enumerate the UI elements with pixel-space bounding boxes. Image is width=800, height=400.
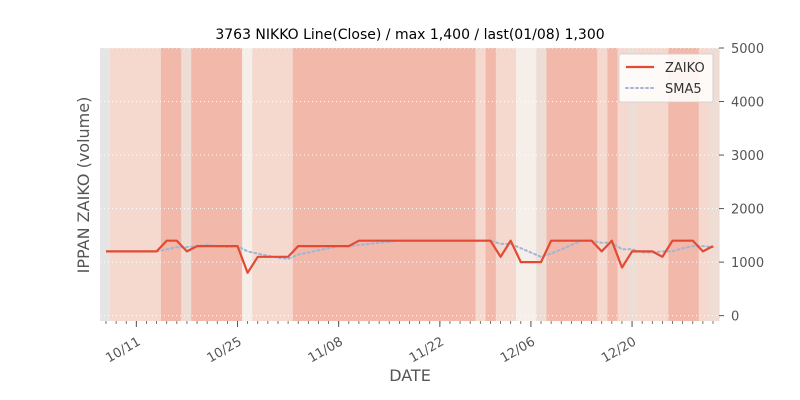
background-band xyxy=(231,48,243,321)
background-band xyxy=(353,48,365,321)
background-band xyxy=(648,48,659,321)
zaiko-line xyxy=(106,239,714,274)
x-axis: 10/11 10/25 11/08 11/22 12/06 12/20 xyxy=(103,321,714,366)
x-tick-label: 10/25 xyxy=(205,334,245,366)
background-band xyxy=(455,48,466,321)
x-tick-label: 11/08 xyxy=(306,334,346,366)
y-tick-label: 4000 xyxy=(731,96,764,111)
background-band xyxy=(404,48,416,321)
y-tick-label: 1000 xyxy=(731,256,764,271)
background-band xyxy=(191,48,202,321)
background-band xyxy=(485,48,497,321)
background-band xyxy=(658,48,669,321)
background-band xyxy=(130,48,142,321)
background-band xyxy=(394,48,405,321)
background-band xyxy=(627,48,639,321)
background-band xyxy=(171,48,182,321)
y-tick-label: 5000 xyxy=(731,42,764,57)
background-band xyxy=(505,48,517,321)
legend-zaiko-label: ZAIKO xyxy=(665,61,705,76)
background-bands xyxy=(100,48,720,321)
background-band xyxy=(516,48,527,321)
background-band xyxy=(252,48,263,321)
background-band xyxy=(465,48,476,321)
background-band xyxy=(303,48,314,321)
background-band xyxy=(242,48,253,321)
background-band xyxy=(333,48,345,321)
background-band xyxy=(617,48,629,321)
legend-sma5-label: SMA5 xyxy=(665,82,702,97)
zaiko-series xyxy=(106,239,714,274)
background-band xyxy=(556,48,568,321)
x-tick-label: 11/22 xyxy=(407,334,447,366)
background-band xyxy=(150,48,162,321)
background-band xyxy=(536,48,547,321)
background-band xyxy=(384,48,395,321)
background-band xyxy=(374,48,385,321)
background-band xyxy=(110,48,121,321)
background-band xyxy=(262,48,274,321)
background-band xyxy=(211,48,223,321)
y-tick-label: 3000 xyxy=(731,149,764,164)
background-band xyxy=(120,48,131,321)
background-band xyxy=(708,48,720,321)
background-band xyxy=(424,48,436,321)
background-band xyxy=(475,48,487,321)
background-band xyxy=(160,48,172,321)
x-tick-label: 10/11 xyxy=(103,334,143,366)
background-band xyxy=(282,48,294,321)
background-band xyxy=(323,48,334,321)
x-tick-label: 12/06 xyxy=(498,334,538,366)
background-band xyxy=(698,48,710,321)
y-tick-label: 0 xyxy=(731,310,739,325)
background-band xyxy=(566,48,578,321)
background-band xyxy=(495,48,507,321)
background-band xyxy=(597,48,608,321)
background-band xyxy=(201,48,213,321)
y-tick-label: 2000 xyxy=(731,203,764,218)
background-band xyxy=(313,48,324,321)
background-band xyxy=(434,48,446,321)
background-band xyxy=(668,48,679,321)
background-band xyxy=(637,48,649,321)
background-band xyxy=(363,48,375,321)
background-band xyxy=(140,48,152,321)
background-band xyxy=(181,48,192,321)
y-axis: 0 1000 2000 3000 4000 5000 xyxy=(719,42,764,325)
background-band xyxy=(678,48,690,321)
background-band xyxy=(221,48,233,321)
background-band xyxy=(688,48,700,321)
chart-title: 3763 NIKKO Line(Close) / max 1,400 / las… xyxy=(215,27,604,43)
x-tick-label: 12/20 xyxy=(599,334,639,366)
background-band xyxy=(343,48,355,321)
background-band xyxy=(607,48,619,321)
background-band xyxy=(292,48,304,321)
background-band xyxy=(576,48,588,321)
background-band xyxy=(546,48,558,321)
background-band xyxy=(414,48,426,321)
background-band xyxy=(526,48,537,321)
background-band xyxy=(100,48,111,321)
legend: ZAIKO SMA5 xyxy=(618,53,714,103)
background-band xyxy=(272,48,284,321)
background-band xyxy=(587,48,598,321)
y-axis-label: IPPAN ZAIKO (volume) xyxy=(74,97,93,274)
background-band xyxy=(445,48,456,321)
x-axis-label: DATE xyxy=(389,366,431,385)
